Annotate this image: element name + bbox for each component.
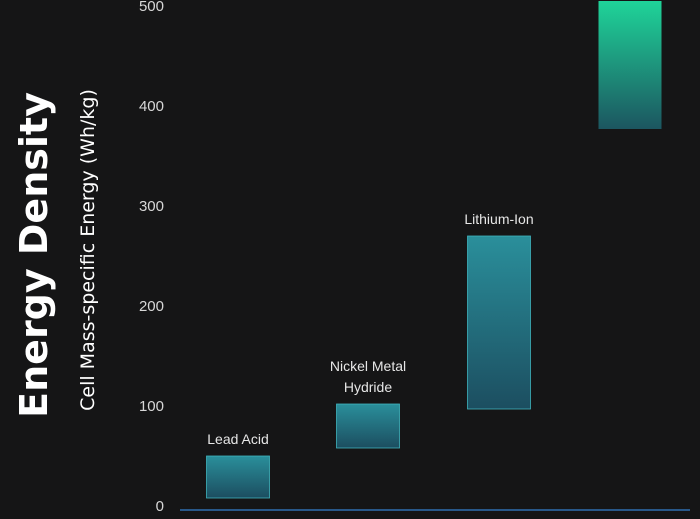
y-tick-label: 400 bbox=[139, 98, 164, 115]
category-label: Hydride bbox=[344, 379, 392, 395]
bar-lead-acid bbox=[206, 455, 270, 499]
category-label: Lead Acid bbox=[207, 431, 269, 447]
y-tick-label: 100 bbox=[139, 398, 164, 415]
category-label: Nickel Metal bbox=[330, 358, 406, 374]
bar-unlabeled bbox=[598, 1, 662, 129]
category-label: Lithium-Ion bbox=[464, 211, 533, 227]
y-tick-label: 500 bbox=[139, 0, 164, 15]
bar-lithium-ion bbox=[467, 235, 531, 410]
y-tick-label: 200 bbox=[139, 298, 164, 315]
y-tick-label: 300 bbox=[139, 198, 164, 215]
y-tick-label: 0 bbox=[156, 498, 164, 515]
bar-nickel-metal-hydride bbox=[336, 403, 400, 449]
